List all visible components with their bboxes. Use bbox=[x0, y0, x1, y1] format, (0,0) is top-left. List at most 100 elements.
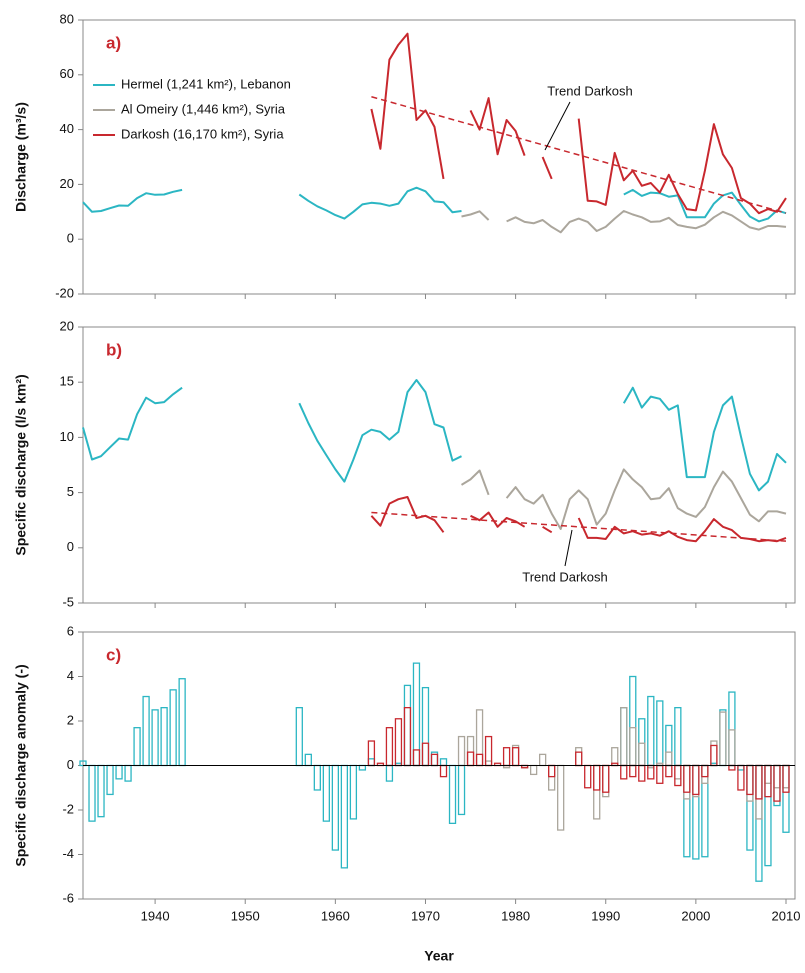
y-tick-label: 60 bbox=[60, 66, 74, 81]
bar bbox=[692, 764, 700, 796]
bar bbox=[511, 747, 520, 767]
bar bbox=[548, 764, 556, 778]
bar bbox=[638, 742, 646, 767]
x-tick-label: 1990 bbox=[591, 908, 620, 923]
bar bbox=[683, 764, 691, 858]
bar bbox=[511, 744, 520, 767]
x-tick-label: 1970 bbox=[411, 908, 440, 923]
bar bbox=[151, 709, 159, 767]
bar bbox=[782, 764, 790, 789]
bar bbox=[674, 764, 682, 780]
bar bbox=[620, 707, 628, 767]
bar bbox=[629, 764, 637, 778]
bar bbox=[692, 764, 700, 798]
bar bbox=[421, 686, 430, 767]
bar bbox=[728, 691, 736, 767]
bar bbox=[133, 727, 141, 767]
bar bbox=[313, 764, 321, 791]
annotation-leader bbox=[544, 101, 571, 151]
y-tick-label: 0 bbox=[67, 231, 74, 246]
series-line bbox=[370, 32, 787, 215]
bar bbox=[502, 747, 511, 767]
y-tick-label: 20 bbox=[60, 318, 74, 333]
bar bbox=[331, 764, 340, 851]
bar bbox=[557, 764, 565, 831]
x-tick-label: 1940 bbox=[141, 908, 170, 923]
bar bbox=[746, 764, 754, 802]
bar bbox=[340, 764, 349, 869]
x-tick-label: 1980 bbox=[501, 908, 530, 923]
panel-label: b) bbox=[106, 340, 122, 359]
bar bbox=[638, 718, 646, 767]
bar bbox=[322, 764, 330, 822]
bar bbox=[466, 735, 475, 767]
bar bbox=[764, 764, 772, 867]
bar bbox=[142, 695, 150, 767]
bar bbox=[602, 764, 610, 793]
plot-frame bbox=[82, 326, 796, 604]
y-tick-label: 80 bbox=[60, 11, 74, 26]
y-tick-label: 0 bbox=[67, 757, 74, 772]
bar bbox=[737, 764, 745, 771]
series-line bbox=[461, 210, 787, 234]
bar bbox=[439, 764, 448, 778]
bar bbox=[764, 764, 772, 798]
bar bbox=[169, 689, 177, 767]
x-tick-label: 1960 bbox=[321, 908, 350, 923]
plot-frame bbox=[82, 19, 796, 295]
bar bbox=[412, 749, 421, 767]
y-tick-label: 40 bbox=[60, 121, 74, 136]
bar bbox=[701, 764, 709, 858]
bar bbox=[367, 758, 376, 767]
bar bbox=[178, 678, 186, 767]
annotation-leader bbox=[564, 529, 573, 567]
bar bbox=[701, 764, 709, 784]
bar bbox=[484, 760, 493, 767]
bar bbox=[593, 764, 601, 791]
bar bbox=[710, 740, 718, 767]
bar bbox=[665, 724, 673, 767]
series-line bbox=[370, 496, 787, 543]
bar bbox=[548, 764, 556, 791]
bar bbox=[701, 764, 709, 778]
bar bbox=[692, 764, 700, 860]
bar bbox=[584, 764, 592, 789]
y-tick-label: -4 bbox=[62, 846, 74, 861]
y-axis-label: Specific discharge anomaly (-) bbox=[13, 664, 29, 866]
x-axis-label: Year bbox=[424, 948, 454, 964]
bar bbox=[746, 764, 754, 796]
bar bbox=[385, 727, 394, 767]
bar bbox=[710, 744, 718, 767]
bar bbox=[97, 764, 105, 818]
panel-label: a) bbox=[106, 33, 121, 52]
bar bbox=[629, 675, 637, 767]
y-axis-label: Discharge (m³/s) bbox=[13, 102, 29, 212]
bar bbox=[115, 764, 123, 780]
panel: -6 -4 -2 0 2 4 6 1940 1950 1960 1970 1980 1990 2000 20… bbox=[13, 623, 801, 963]
bar bbox=[683, 764, 691, 800]
bar bbox=[638, 764, 646, 782]
bar bbox=[430, 753, 439, 767]
bar bbox=[755, 764, 763, 800]
legend-label: Al Omeiry (1,446 km²), Syria bbox=[121, 101, 286, 116]
y-axis-label: Specific discharge (l/s km²) bbox=[13, 374, 29, 555]
bar bbox=[728, 729, 736, 767]
bar bbox=[160, 707, 168, 767]
bar bbox=[466, 751, 475, 767]
bar bbox=[773, 764, 781, 807]
x-tick-label: 2010 bbox=[772, 908, 801, 923]
series-line bbox=[82, 186, 787, 223]
y-tick-label: -20 bbox=[55, 285, 74, 300]
bar bbox=[304, 753, 312, 767]
y-tick-label: 6 bbox=[67, 623, 74, 638]
bar bbox=[394, 718, 403, 767]
bar bbox=[656, 700, 664, 767]
bar bbox=[475, 753, 484, 767]
bar bbox=[755, 764, 763, 882]
bar bbox=[403, 684, 412, 767]
bar bbox=[403, 707, 412, 767]
y-tick-label: 4 bbox=[67, 668, 74, 683]
bar bbox=[665, 751, 673, 767]
bar bbox=[683, 764, 691, 793]
y-tick-label: 10 bbox=[60, 429, 74, 444]
